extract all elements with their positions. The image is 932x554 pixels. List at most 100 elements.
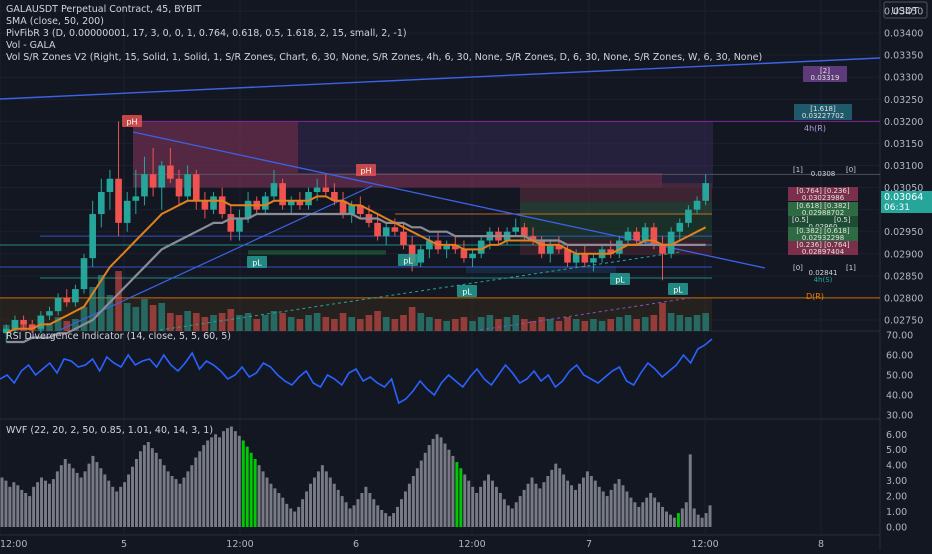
wvf-title[interactable]: WVF (22, 20, 2, 50, 0.85, 1.01, 40, 14, … <box>6 425 213 436</box>
wvf-bar <box>269 483 273 527</box>
legend-pivfib[interactable]: PivFibR 3 (D, 0.00000001, 17, 3, 0, 0, 1… <box>6 28 407 39</box>
fib-500-box <box>788 216 858 230</box>
candle-body <box>624 231 632 241</box>
wvf-bar <box>451 455 455 527</box>
currency-button-frame[interactable] <box>883 1 928 19</box>
candle-body <box>400 231 407 245</box>
volume-bar <box>296 319 304 331</box>
legend-vol[interactable]: Vol - GALA <box>6 40 56 51</box>
volume-bar <box>210 315 217 331</box>
wvf-tick-label: 5.00 <box>886 445 907 456</box>
wvf-bar <box>186 471 190 527</box>
supply-zone <box>133 121 298 188</box>
volume-bar <box>590 319 597 331</box>
wvf-bar <box>530 477 534 527</box>
wvf-bar <box>487 474 490 527</box>
wvf-bar <box>605 496 609 527</box>
fib-r2-box <box>803 66 847 82</box>
price-tick-label: 0.03250 <box>884 95 923 106</box>
legend-sr-zones[interactable]: Vol S/R Zones V2 (Right, 15, Solid, 1, S… <box>6 52 762 63</box>
wvf-bar <box>344 502 348 527</box>
rsi-title[interactable]: RSI Divergence Indicator (14, close, 5, … <box>6 331 231 342</box>
wvf-bar <box>146 442 150 527</box>
volume-bar <box>89 287 96 331</box>
time-tick-label: 5 <box>121 539 127 550</box>
candle-body <box>37 315 45 329</box>
candle-body <box>426 240 433 250</box>
fib-0-value: 0.02841 <box>809 269 838 277</box>
wvf-bar <box>653 497 657 527</box>
volume-bar <box>158 303 166 331</box>
wvf-bar <box>546 476 550 527</box>
wvf-bar <box>115 491 119 527</box>
price-tick-label: 0.02850 <box>884 271 923 282</box>
candle-body <box>149 174 157 188</box>
volume-bar <box>313 313 321 331</box>
fib-764-value: 0.03023986 <box>802 194 845 202</box>
wvf-bar <box>562 474 566 527</box>
currency-button[interactable]: USDT <box>883 1 928 19</box>
candle-body <box>538 240 545 254</box>
fib-1-tag-right: [0] <box>846 166 856 174</box>
wvf-bar <box>198 451 202 527</box>
volume-bar <box>357 319 364 331</box>
wvf-bar <box>150 448 154 527</box>
wvf-bar <box>657 502 661 527</box>
rsi-tick-label: 60.00 <box>886 351 913 362</box>
volume-bar <box>331 319 338 331</box>
volume-bar <box>650 315 658 331</box>
wvf-bar <box>218 437 222 527</box>
wvf-bar <box>214 434 218 527</box>
volume-bar <box>287 317 295 331</box>
wvf-bar <box>455 462 459 527</box>
wvf-bar <box>593 480 597 527</box>
wvf-bar <box>613 483 617 527</box>
wvf-bar <box>222 431 225 527</box>
wvf-bar <box>194 457 198 527</box>
wvf-bar <box>380 510 384 527</box>
volume-bar <box>167 313 174 331</box>
wvf-bar <box>463 474 467 527</box>
candle-body <box>262 196 269 210</box>
pivot-label-text: pL <box>673 286 683 295</box>
price-tick-label: 0.03150 <box>884 139 923 150</box>
legend-sma[interactable]: SMA (close, 50, 200) <box>6 16 104 27</box>
wvf-bar <box>696 514 700 527</box>
wvf-bar <box>281 497 285 527</box>
wvf-bar <box>352 505 356 527</box>
wvf-bar <box>107 480 111 527</box>
symbol-title[interactable]: GALAUSDT Perpetual Contract, 45, BYBIT <box>6 4 201 15</box>
candle-body <box>175 178 183 197</box>
volume-bar <box>115 271 122 331</box>
volume-bar <box>702 313 709 331</box>
volume-bar <box>426 317 433 331</box>
volume-bar <box>512 315 520 331</box>
wvf-bar <box>4 480 8 527</box>
price-tick-label: 0.03050 <box>884 183 923 194</box>
fib-1-tag-left: [1] <box>793 166 803 174</box>
wvf-bar <box>574 489 578 527</box>
wvf-bar <box>348 508 352 527</box>
wvf-bar <box>142 445 146 527</box>
fib-500-tag-left: [0.5] <box>792 216 809 224</box>
candle-body <box>339 200 347 215</box>
sma-fast-line <box>5 195 707 335</box>
rsi-tick-label: 30.00 <box>886 411 913 422</box>
wvf-bar <box>79 477 83 527</box>
time-tick-label: 7 <box>586 539 592 550</box>
wvf-bar <box>360 493 364 527</box>
wvf-bar <box>249 452 253 527</box>
candle-body <box>382 227 390 237</box>
candle-body <box>477 240 485 254</box>
currency-label[interactable]: USDT <box>891 6 919 17</box>
wvf-bar <box>174 479 178 527</box>
wvf-bar <box>376 505 380 527</box>
volume-bars <box>3 271 709 331</box>
wvf-bar <box>87 463 91 527</box>
wvf-bar <box>684 502 688 527</box>
wvf-bar <box>225 428 229 527</box>
wvf-bar <box>127 474 131 527</box>
wvf-bar <box>427 445 431 527</box>
volume-bar <box>244 313 252 331</box>
